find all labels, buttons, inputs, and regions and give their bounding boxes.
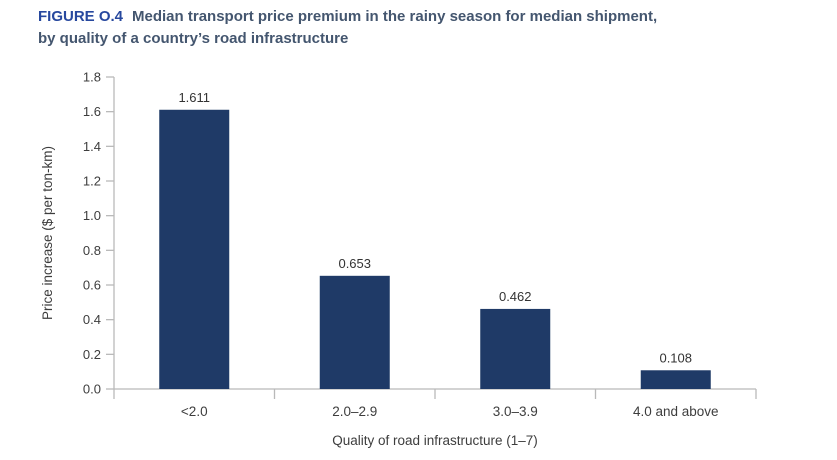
y-tick-label: 1.8	[83, 70, 101, 85]
bar-value-label: 1.611	[178, 90, 210, 105]
bar-value-label: 0.462	[499, 289, 532, 304]
bar	[640, 370, 711, 389]
figure-header: FIGURE O.4 Median transport price premium…	[38, 6, 758, 50]
y-tick-label: 1.2	[83, 174, 101, 189]
figure-title-line1: FIGURE O.4 Median transport price premium…	[38, 6, 758, 28]
figure-title-line2: by quality of a country’s road infrastru…	[38, 30, 349, 47]
y-tick-label: 0.4	[83, 312, 101, 327]
figure-label: FIGURE O.4	[38, 8, 124, 25]
y-tick-label: 0.0	[83, 382, 101, 397]
y-tick-label: 1.4	[83, 139, 101, 154]
bar	[319, 275, 390, 389]
y-tick-label: 0.8	[83, 243, 101, 258]
x-category-label: 4.0 and above	[633, 404, 719, 419]
bar	[159, 109, 230, 389]
y-tick-label: 0.2	[83, 347, 101, 362]
x-category-label: <2.0	[181, 404, 208, 419]
y-axis-title: Price increase ($ per ton-km)	[40, 146, 55, 320]
y-tick-label: 0.6	[83, 278, 101, 293]
bar-value-label: 0.108	[659, 350, 692, 365]
figure-title-text: Median transport price premium in the ra…	[132, 8, 658, 25]
bar	[480, 308, 551, 389]
y-tick-label: 1.0	[83, 208, 101, 223]
x-axis-title: Quality of road infrastructure (1–7)	[332, 433, 538, 448]
x-category-label: 3.0–3.9	[493, 404, 538, 419]
bar-value-label: 0.653	[338, 256, 371, 271]
y-tick-label: 1.6	[83, 104, 101, 119]
x-category-label: 2.0–2.9	[332, 404, 377, 419]
